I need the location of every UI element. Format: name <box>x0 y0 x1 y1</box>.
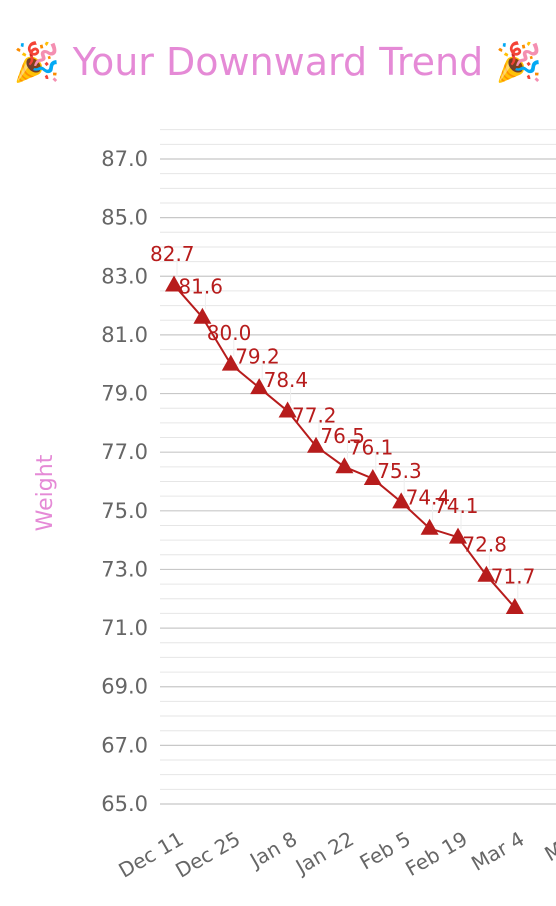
data-point-marker <box>477 565 496 582</box>
x-tick-label: Dec 25 <box>171 827 244 883</box>
x-tick-label: Feb 19 <box>401 827 471 881</box>
y-axis-label: Weight <box>33 454 58 531</box>
y-tick-label: 65.0 <box>101 792 148 816</box>
data-label: 74.1 <box>434 494 479 518</box>
data-label: 75.3 <box>377 459 422 483</box>
y-tick-label: 83.0 <box>101 264 148 288</box>
data-point-marker <box>278 401 297 418</box>
data-label: 76.5 <box>320 424 365 448</box>
data-point-marker <box>449 527 467 544</box>
x-tick-label: Mar <box>540 826 556 866</box>
x-tick-label: Jan 22 <box>290 827 358 880</box>
data-label: 78.4 <box>264 368 309 392</box>
series-layer: 82.7 81.6 80.079.278.4 77.276.576.175.374.4… <box>150 242 535 614</box>
data-point-marker <box>363 468 382 485</box>
y-tick-label: 77.0 <box>101 440 148 464</box>
data-label: 76.1 <box>349 436 394 460</box>
y-tick-label: 69.0 <box>101 675 148 699</box>
grid-layer <box>160 129 556 805</box>
data-label: 80.0 <box>207 321 252 345</box>
data-point-marker <box>392 492 411 509</box>
y-axis-ticks: 65.0 67.0 69.0 71.0 73.0 75.0 77.0 79.0 81.0 83.0… <box>101 147 148 816</box>
y-tick-label: 79.0 <box>101 382 148 406</box>
data-point-marker <box>505 597 524 614</box>
y-tick-label: 87.0 <box>101 147 148 171</box>
x-tick-label: Dec 11 <box>114 827 187 883</box>
y-tick-label: 73.0 <box>101 557 148 581</box>
data-label: 72.8 <box>462 532 507 556</box>
chart-title: 🎉 Your Downward Trend 🎉 <box>13 40 543 84</box>
data-point-marker <box>193 307 212 324</box>
data-point-marker <box>307 436 325 453</box>
data-label: 77.2 <box>292 403 337 427</box>
data-point-marker <box>250 378 269 395</box>
data-label: 82.7 <box>150 242 195 266</box>
data-point-marker <box>165 275 183 292</box>
y-tick-label: 85.0 <box>101 206 148 230</box>
data-point-marker <box>420 518 439 535</box>
data-label: 79.2 <box>235 345 280 369</box>
data-point-marker <box>221 354 240 371</box>
y-tick-label: 75.0 <box>101 499 148 523</box>
y-tick-label: 81.0 <box>101 323 148 347</box>
data-label: 71.7 <box>491 565 536 589</box>
data-point-marker <box>335 457 354 474</box>
y-tick-label: 67.0 <box>101 733 148 757</box>
x-tick-label: Mar 4 <box>467 827 528 876</box>
data-label: 81.6 <box>178 274 223 298</box>
data-label: 74.4 <box>406 485 451 509</box>
y-tick-label: 71.0 <box>101 616 148 640</box>
x-tick-label: Jan 8 <box>244 827 301 874</box>
